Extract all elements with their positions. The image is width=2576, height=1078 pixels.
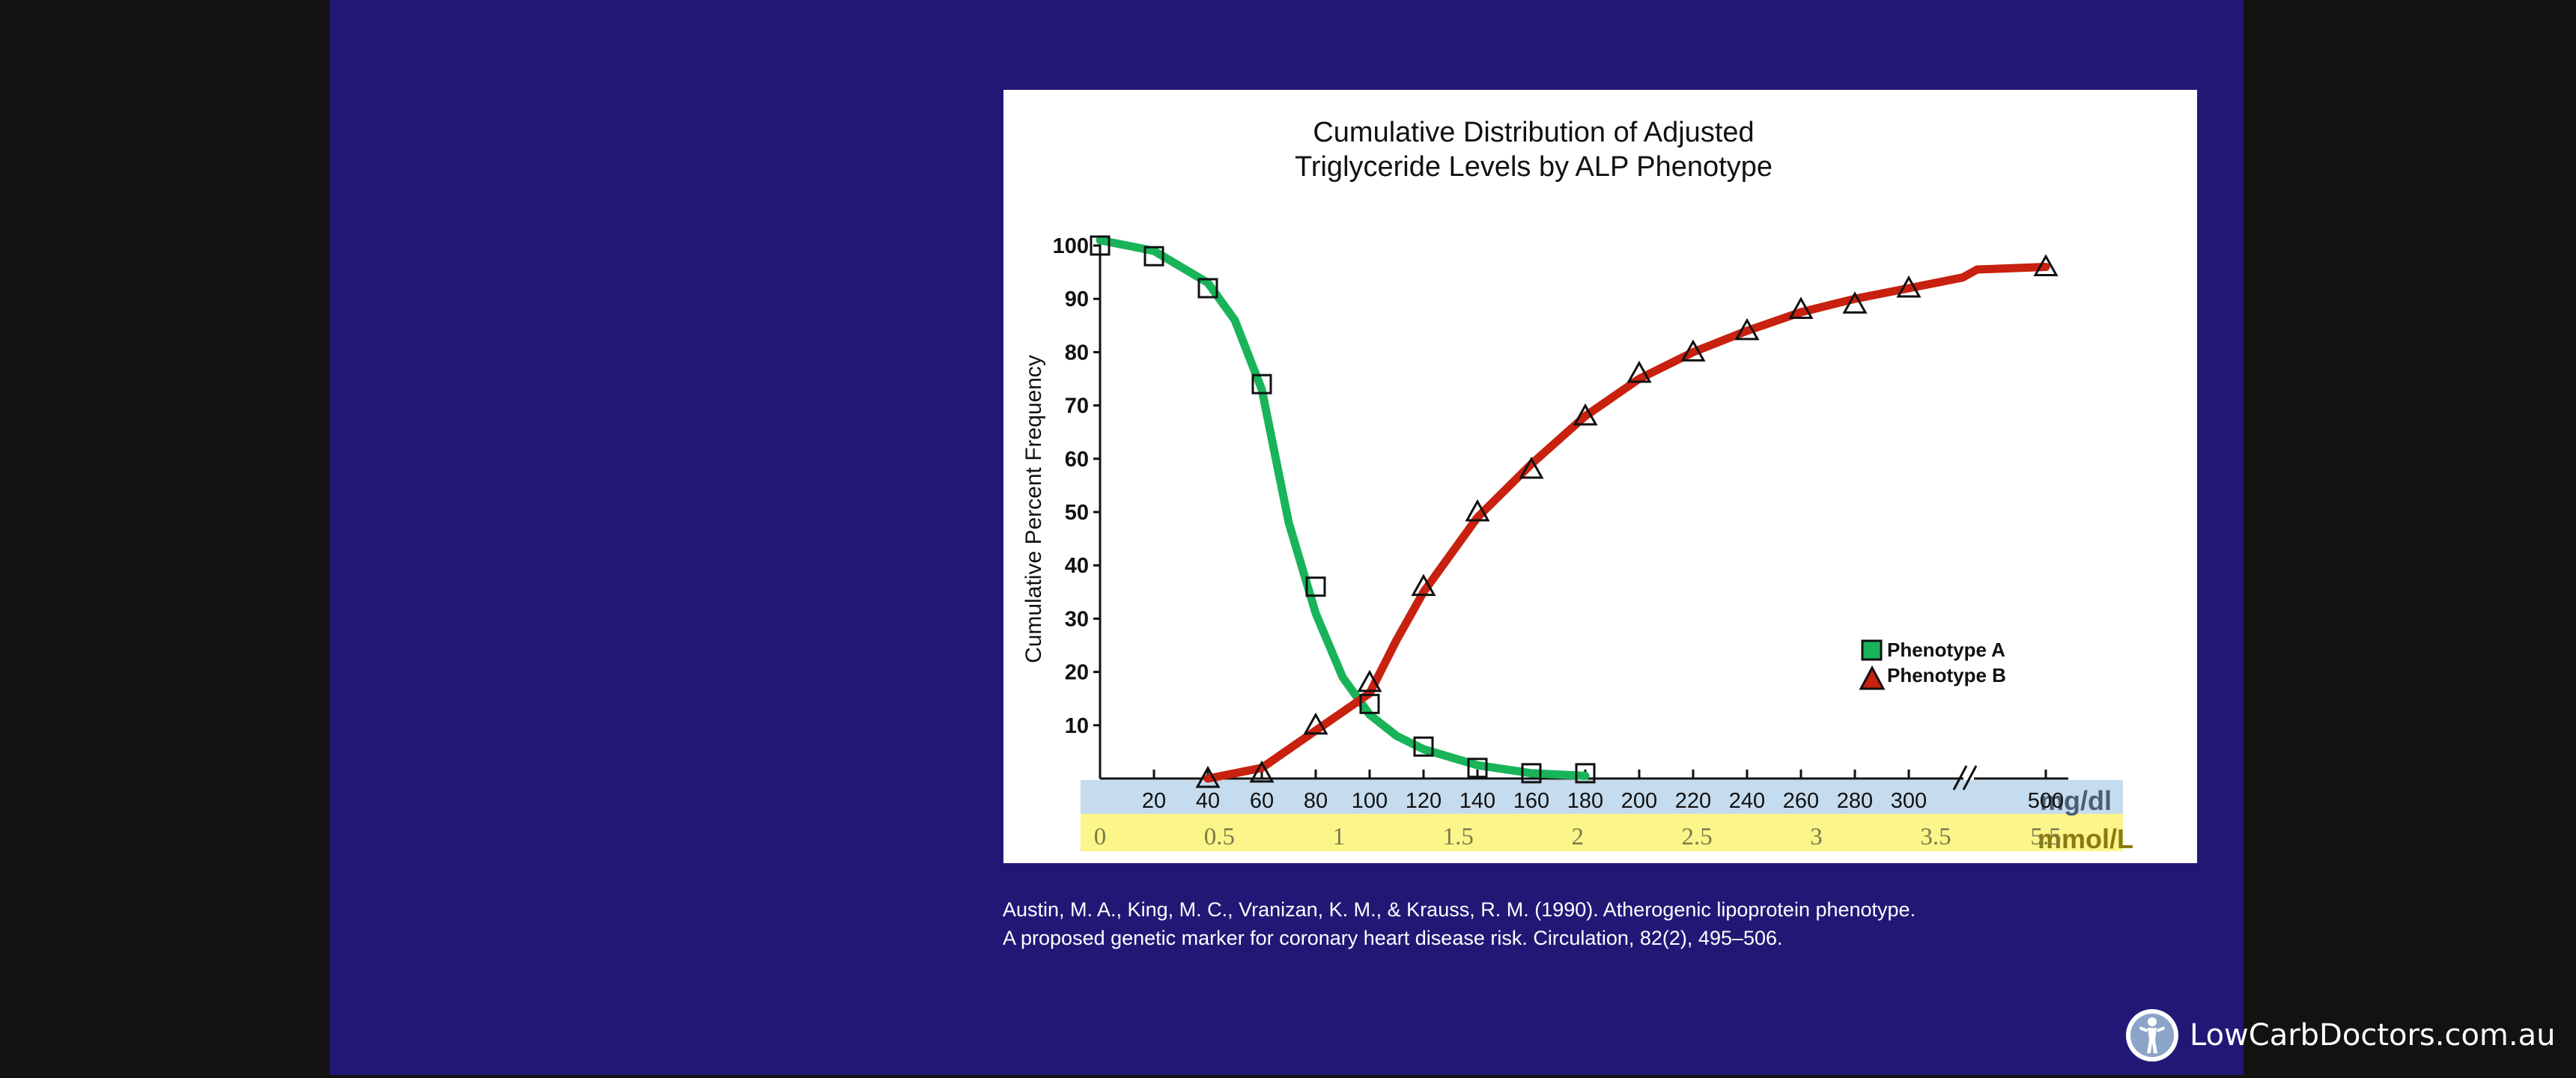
chart-svg: Cumulative Distribution of Adjusted Trig… bbox=[1021, 117, 2133, 854]
data-point-phenotype-b bbox=[1842, 291, 1868, 314]
data-point-phenotype-a bbox=[1521, 763, 1542, 784]
data-point-phenotype-b bbox=[1788, 296, 1814, 319]
x-tick-label-mmol: 1.5 bbox=[1443, 823, 1474, 850]
data-point-phenotype-a bbox=[1251, 374, 1272, 395]
data-point-phenotype-a bbox=[1575, 763, 1596, 784]
data-point-phenotype-a bbox=[1413, 736, 1434, 757]
x-unit-mmol-l: mmol/L bbox=[2038, 823, 2133, 854]
y-tick-label: 40 bbox=[1065, 554, 1089, 578]
y-tick-label: 70 bbox=[1065, 395, 1089, 418]
x-tick-label-mg: 20 bbox=[1142, 789, 1166, 813]
citation-line-2: A proposed genetic marker for coronary h… bbox=[1003, 927, 1783, 949]
axis-break-mark-2 bbox=[1962, 765, 1978, 791]
brand-text: LowCarbDoctors.com.au bbox=[2190, 1018, 2556, 1053]
x-tick-label-mg: 140 bbox=[1459, 789, 1495, 813]
data-point-phenotype-a bbox=[1359, 693, 1380, 714]
x-tick-label-mmol: 2.5 bbox=[1682, 823, 1713, 850]
data-point-phenotype-b bbox=[1465, 499, 1490, 522]
x-tick-label-mg: 220 bbox=[1675, 789, 1711, 813]
citation: Austin, M. A., King, M. C., Vranizan, K.… bbox=[1003, 895, 1916, 952]
data-point-phenotype-b bbox=[1303, 712, 1328, 735]
body-silhouette-logo-icon bbox=[2126, 1009, 2178, 1062]
x-tick-label-mmol: 0 bbox=[1094, 823, 1107, 850]
chart-figure: Cumulative Distribution of Adjusted Trig… bbox=[1003, 90, 2197, 863]
x-tick-label-mmol: 3 bbox=[1810, 823, 1823, 850]
chart-title-line1: Cumulative Distribution of Adjusted bbox=[1313, 117, 1754, 148]
y-tick-label: 50 bbox=[1065, 501, 1089, 525]
chart-title-line2: Triglyceride Levels by ALP Phenotype bbox=[1295, 151, 1772, 183]
data-point-phenotype-b bbox=[1411, 573, 1436, 597]
x-tick-label-mg: 240 bbox=[1729, 789, 1765, 813]
x-tick-label-mg: 100 bbox=[1352, 789, 1388, 813]
y-axis-label: Cumulative Percent Frequency bbox=[1021, 355, 1046, 663]
y-tick-label: 30 bbox=[1065, 607, 1089, 631]
y-tick-label: 10 bbox=[1065, 714, 1089, 738]
legend-phenotype-b-label: Phenotype B bbox=[1887, 664, 2006, 686]
y-tick-label: 20 bbox=[1065, 661, 1089, 685]
x-tick-label-mg: 80 bbox=[1304, 789, 1328, 813]
x-tick-label-mg: 160 bbox=[1513, 789, 1549, 813]
x-tick-label-mg: 300 bbox=[1891, 789, 1927, 813]
legend-phenotype-b-marker bbox=[1859, 665, 1886, 690]
x-tick-label-mg: 120 bbox=[1406, 789, 1442, 813]
legend: Phenotype A Phenotype B bbox=[1859, 639, 2006, 690]
data-point-phenotype-b bbox=[2033, 254, 2059, 276]
y-tick-label: 90 bbox=[1065, 287, 1089, 311]
series-line-phenotype-a bbox=[1096, 236, 1590, 780]
data-point-phenotype-b bbox=[1249, 760, 1275, 783]
legend-phenotype-a-label: Phenotype A bbox=[1887, 639, 2005, 661]
data-point-phenotype-a bbox=[1197, 278, 1218, 299]
series-line-phenotype-b bbox=[1203, 263, 2050, 783]
x-tick-label-mmol: 5.5 bbox=[2030, 823, 2061, 850]
citation-line-1: Austin, M. A., King, M. C., Vranizan, K.… bbox=[1003, 898, 1916, 921]
x-ticks-mmol: 0 0.5 1 1.5 2 2.5 3 3.5 5.5 bbox=[1094, 823, 2062, 850]
x-ticks-mg: 20 40 60 80 100 120 140 160 180 200 220 240 260 280 30… bbox=[1142, 770, 2064, 813]
data-point-phenotype-b bbox=[1573, 403, 1598, 426]
y-tick-label: 60 bbox=[1065, 448, 1089, 472]
x-tick-label-mg: 260 bbox=[1783, 789, 1819, 813]
x-tick-label-mmol: 2 bbox=[1571, 823, 1584, 850]
x-tick-label-mg: 500 bbox=[2028, 789, 2064, 813]
y-tick-label: 80 bbox=[1065, 341, 1089, 365]
x-unit-mg-dl: mg/dl bbox=[2040, 785, 2112, 816]
data-point-phenotype-b bbox=[1680, 339, 1706, 362]
x-tick-label-mg: 60 bbox=[1250, 789, 1274, 813]
data-point-phenotype-b bbox=[1896, 275, 1922, 298]
x-tick-label-mg: 200 bbox=[1621, 789, 1657, 813]
x-tick-label-mg: 40 bbox=[1196, 789, 1220, 813]
data-point-phenotype-b bbox=[1626, 360, 1652, 383]
brand: LowCarbDoctors.com.au bbox=[2124, 1007, 2555, 1064]
series-layer bbox=[1090, 235, 2059, 788]
slide-background: Cumulative Distribution of Adjusted Trig… bbox=[329, 0, 2555, 1075]
axis-break-mark-1 bbox=[1952, 765, 1968, 791]
data-point-phenotype-a bbox=[1305, 576, 1326, 597]
legend-phenotype-a-marker bbox=[1861, 639, 1883, 661]
data-point-phenotype-a bbox=[1143, 246, 1164, 267]
x-tick-label-mg: 280 bbox=[1837, 789, 1873, 813]
x-tick-label-mmol: 3.5 bbox=[1920, 823, 1951, 850]
x-tick-label-mmol: 1 bbox=[1333, 823, 1346, 850]
data-point-phenotype-b bbox=[1195, 765, 1221, 788]
x-tick-label-mmol: 0.5 bbox=[1204, 823, 1235, 850]
y-ticks: 10 20 30 40 50 60 70 80 90 100 bbox=[1053, 234, 1100, 738]
data-point-phenotype-a bbox=[1090, 235, 1111, 256]
y-tick-label: 100 bbox=[1053, 234, 1089, 258]
data-point-phenotype-b bbox=[1357, 669, 1382, 692]
data-point-phenotype-a bbox=[1467, 758, 1488, 779]
x-tick-label-mg: 180 bbox=[1567, 789, 1603, 813]
data-point-phenotype-b bbox=[1734, 317, 1760, 341]
data-point-phenotype-b bbox=[1519, 456, 1544, 479]
mmol-band bbox=[1081, 814, 2123, 851]
mg-dl-band bbox=[1081, 780, 2123, 814]
